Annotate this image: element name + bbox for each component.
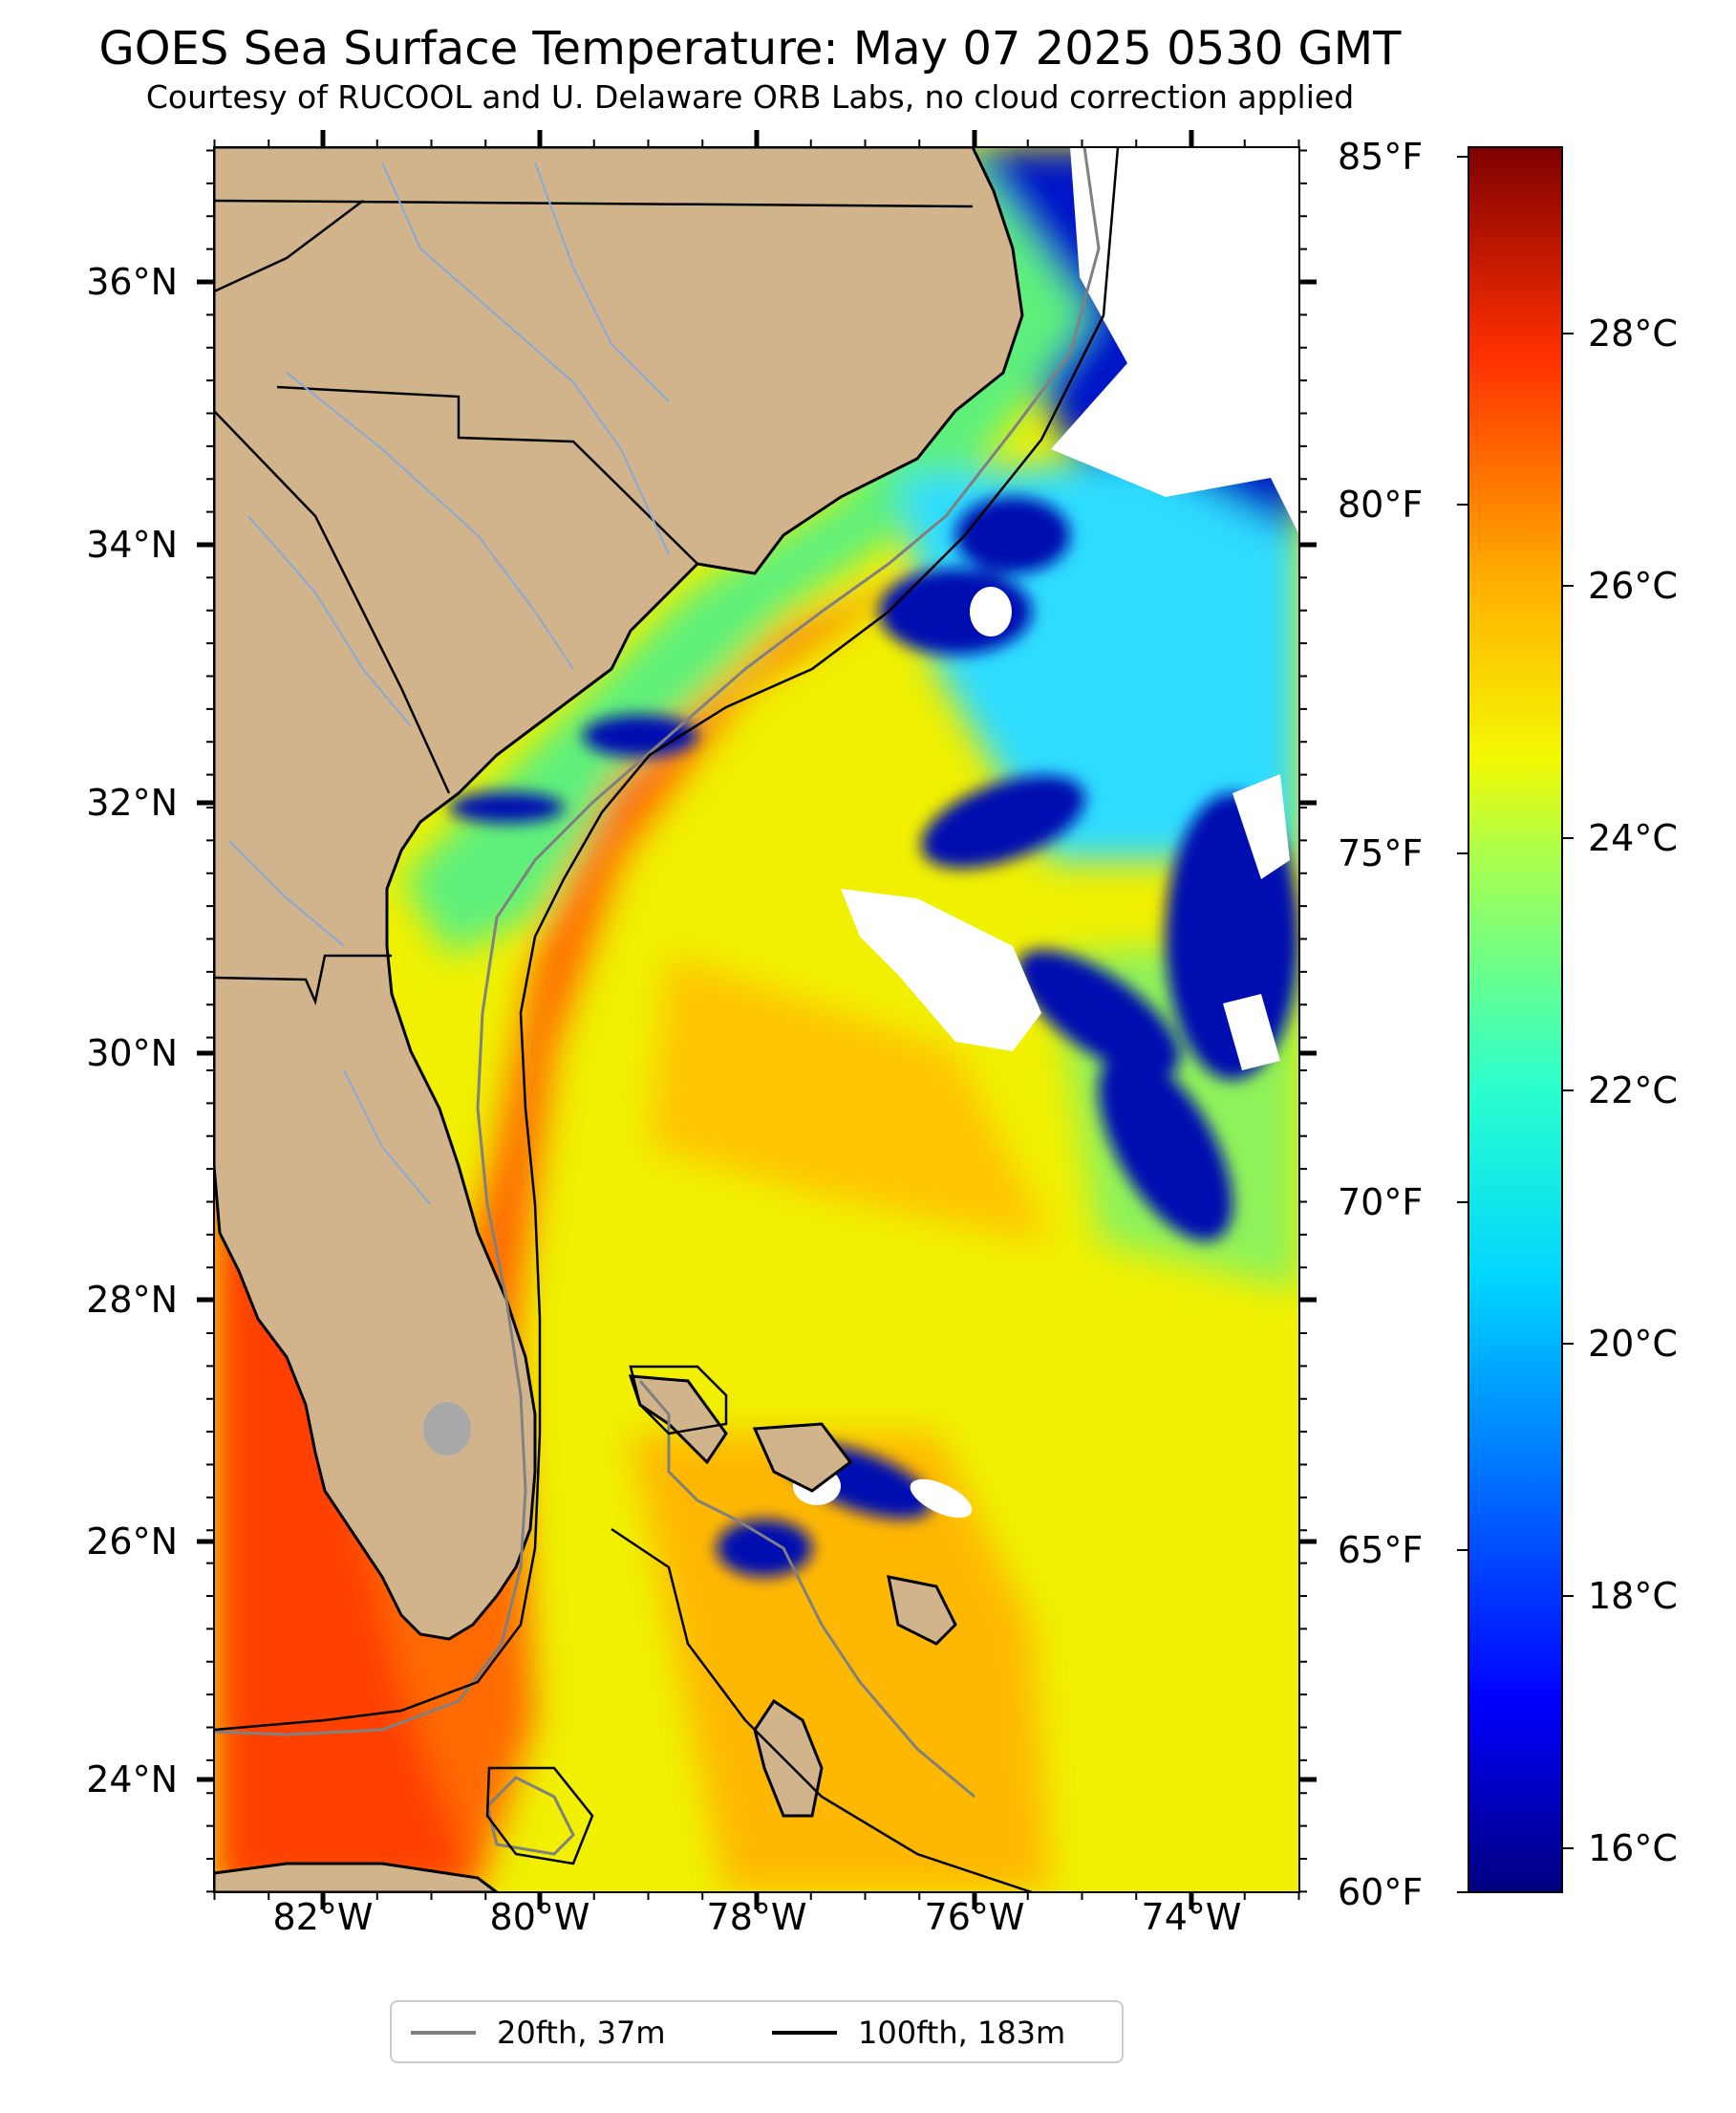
legend-label-20fth: 20fth, 37m [497, 2015, 666, 2051]
f-label-60: 60°F [1338, 1871, 1424, 1913]
state-borders [214, 199, 974, 1006]
lat-label-28: 28°N [86, 1279, 178, 1321]
lon-label-82: 82°W [272, 1896, 374, 1938]
lat-label-30: 30°N [86, 1032, 178, 1074]
cloud-mask [793, 147, 1299, 1519]
c-label-18: 18°C [1588, 1575, 1678, 1617]
land [214, 147, 1024, 1892]
c-label-20: 20°C [1588, 1323, 1678, 1365]
c-label-24: 24°C [1588, 817, 1678, 859]
f-label-65: 65°F [1338, 1529, 1424, 1571]
rivers [228, 162, 670, 1205]
c-label-22: 22°C [1588, 1069, 1678, 1111]
legend-item-100fth: 100fth, 183m [772, 2014, 1065, 2052]
map-title: GOES Sea Surface Temperature: May 07 202… [98, 22, 1402, 75]
lat-label-36: 36°N [86, 261, 178, 303]
lon-label-78: 78°W [706, 1896, 807, 1938]
f-label-80: 80°F [1338, 484, 1424, 526]
legend-swatch-20fth [411, 2031, 476, 2035]
legend-item-20fth: 20fth, 37m [411, 2014, 665, 2052]
lat-label-24: 24°N [86, 1758, 178, 1800]
legend-label-100fth: 100fth, 183m [858, 2015, 1066, 2051]
lake-okeechobee [423, 1402, 471, 1455]
sst-field [214, 147, 1299, 1892]
lat-label-32: 32°N [86, 782, 178, 824]
lon-label-80: 80°W [489, 1896, 590, 1938]
c-label-26: 26°C [1588, 565, 1678, 607]
f-label-70: 70°F [1338, 1181, 1424, 1223]
c-label-16: 16°C [1588, 1827, 1678, 1869]
lat-label-26: 26°N [86, 1520, 178, 1563]
c-label-28: 28°C [1588, 313, 1678, 355]
f-label-75: 75°F [1338, 832, 1424, 874]
isobath-100fth [214, 147, 1120, 1892]
legend-swatch-100fth [772, 2031, 837, 2035]
isobath-legend: 20fth, 37m 100fth, 183m [390, 2000, 1124, 2063]
map-subtitle: Courtesy of RUCOOL and U. Delaware ORB L… [145, 78, 1355, 116]
lat-label-34: 34°N [86, 524, 178, 566]
f-label-85: 85°F [1338, 136, 1424, 178]
colorbar-ticks [1457, 156, 1574, 1893]
minor-ticks [206, 140, 1307, 1900]
lon-label-74: 74°W [1141, 1896, 1242, 1938]
lon-label-76: 76°W [924, 1896, 1025, 1938]
colorbar [1468, 146, 1563, 1893]
